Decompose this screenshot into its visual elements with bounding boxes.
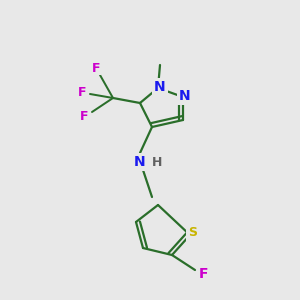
Text: H: H [152, 157, 162, 169]
Text: F: F [78, 86, 86, 100]
Text: S: S [188, 226, 197, 239]
Text: F: F [198, 267, 208, 281]
Text: N: N [134, 155, 146, 169]
Text: F: F [92, 61, 100, 74]
Text: F: F [80, 110, 88, 122]
Text: N: N [154, 80, 166, 94]
Text: N: N [179, 89, 191, 103]
